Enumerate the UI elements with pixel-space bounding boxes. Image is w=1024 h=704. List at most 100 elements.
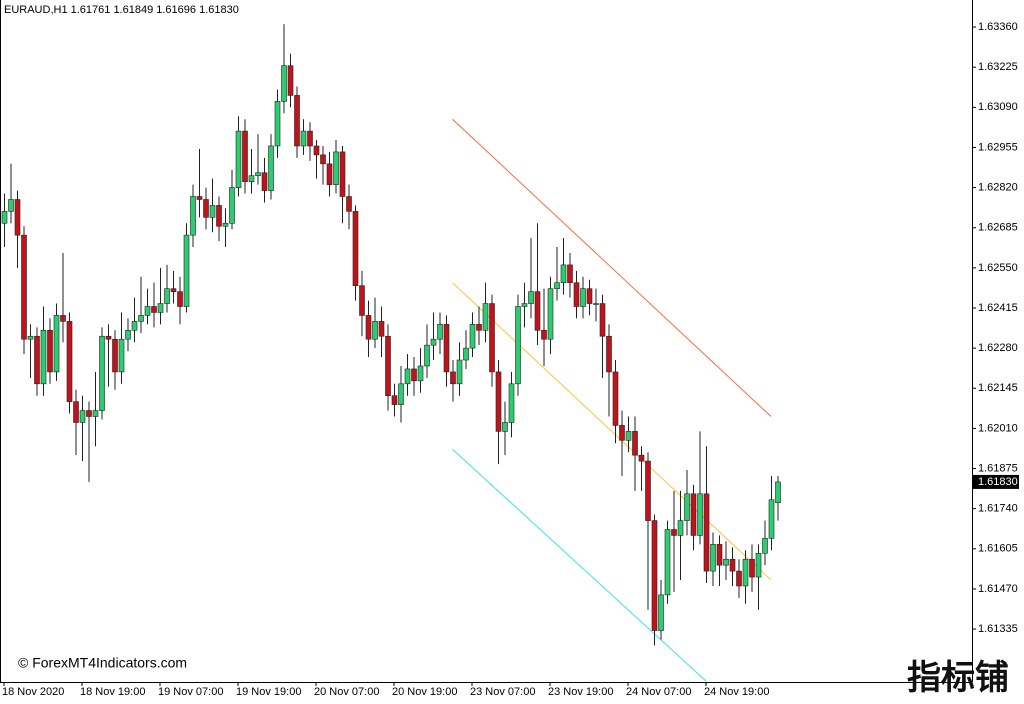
candle-body (40, 329, 47, 385)
candle-body (73, 401, 79, 423)
candle-body (21, 234, 27, 340)
candle-body (417, 365, 424, 382)
candle-body (281, 65, 287, 102)
candle-body (606, 335, 612, 373)
candle-body (391, 395, 398, 405)
candle-body (528, 291, 534, 304)
candle-body (53, 315, 60, 373)
candle-body (157, 303, 164, 313)
candle-body (755, 552, 762, 578)
candle-body (365, 315, 372, 340)
candle-body (307, 130, 313, 147)
channel-line (452, 118, 772, 417)
candle-body (690, 493, 697, 536)
candle-body (352, 211, 359, 287)
candle-body (242, 130, 248, 182)
candle-body (183, 234, 190, 307)
candle-body (521, 303, 528, 307)
candle-body (398, 383, 404, 405)
candle-body (645, 460, 651, 521)
x-tick-label: 19 Nov 19:00 (236, 686, 301, 698)
y-tick-label: 1.62685 (978, 222, 1018, 234)
candle-body (92, 410, 99, 417)
candle-body (625, 431, 632, 441)
candle-body (268, 145, 274, 191)
candle-body (411, 368, 417, 382)
candle-body (697, 493, 703, 536)
last-price-box (973, 474, 1019, 489)
y-tick-label: 1.63360 (978, 21, 1018, 33)
candle-body (60, 315, 66, 322)
y-tick-label: 1.62955 (978, 141, 1018, 153)
candle-body (554, 282, 560, 289)
x-tick-label: 24 Nov 07:00 (626, 686, 691, 698)
candle-body (385, 335, 391, 397)
candle-body (638, 454, 645, 462)
candle-body (118, 338, 125, 373)
candle-body (131, 321, 138, 331)
candle-body (177, 291, 183, 307)
candle-body (313, 145, 320, 156)
candle-body (346, 196, 352, 212)
plot-area (1, 24, 781, 682)
candle-body (255, 172, 261, 177)
candle-body (216, 205, 222, 227)
candle-body (632, 431, 638, 456)
candle-body (560, 264, 567, 284)
candle-body (476, 324, 482, 331)
y-tick-label: 1.63225 (978, 61, 1018, 73)
candle-body (27, 335, 34, 340)
candle-body (151, 306, 157, 313)
channel-line (452, 282, 772, 581)
candle-body (508, 383, 515, 423)
candle-body (515, 306, 521, 385)
candle-body (489, 303, 495, 373)
candle-body (710, 544, 716, 572)
candle-body (170, 288, 177, 292)
channel-line (452, 448, 707, 682)
candle-body (768, 499, 775, 539)
candle-body (495, 371, 502, 432)
candle-body (287, 65, 294, 96)
candle-body (34, 335, 40, 385)
candle-body (671, 529, 677, 536)
candle-body (430, 338, 437, 346)
candle-body (372, 321, 378, 340)
y-tick-label: 1.62010 (978, 422, 1018, 434)
candle-body (749, 558, 755, 578)
y-tick-label: 1.63090 (978, 101, 1018, 113)
candle-body (716, 544, 723, 566)
x-tick-label: 23 Nov 19:00 (548, 686, 613, 698)
y-tick-label: 1.62550 (978, 262, 1018, 274)
candle-body (203, 199, 209, 218)
x-tick-label: 20 Nov 19:00 (392, 686, 457, 698)
candle-body (684, 493, 690, 521)
candle-body (79, 410, 86, 423)
candle-body (502, 422, 508, 432)
candle-body (567, 264, 573, 284)
candle-body (300, 130, 307, 147)
y-tick-label: 1.62820 (978, 182, 1018, 194)
candle-body (593, 303, 599, 305)
candle-body (573, 282, 580, 307)
candle-body (144, 306, 151, 316)
candle-body (190, 196, 196, 236)
candle-body (326, 163, 333, 185)
candle-body (378, 321, 385, 337)
candle-body (469, 324, 476, 349)
candle-body (86, 410, 92, 417)
y-tick-label: 1.62280 (978, 342, 1018, 354)
candle-body (612, 371, 619, 426)
watermark: © ForexMT4Indicators.com (18, 655, 187, 671)
candle-body (437, 324, 443, 340)
candle-body (547, 288, 554, 340)
candle-body (736, 570, 742, 587)
x-tick-label: 19 Nov 07:00 (158, 686, 223, 698)
candle-body (619, 425, 625, 441)
candle-body (482, 303, 489, 331)
y-tick-label: 1.62145 (978, 382, 1018, 394)
candle-body (651, 520, 658, 631)
